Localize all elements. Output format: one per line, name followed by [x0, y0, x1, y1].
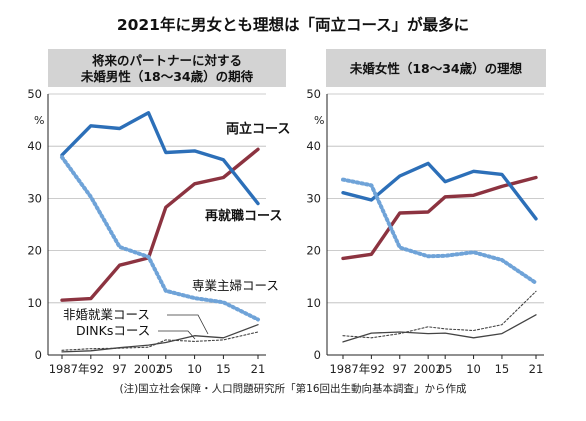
left-panel-title-line2: 未婚男性（18～34歳）の期待	[80, 69, 254, 84]
label-dinks: DINKsコース	[76, 323, 150, 338]
x-tick-label: 15	[216, 362, 231, 376]
x-tick-label: 10	[466, 362, 481, 376]
label-sengyo-shufu: 専業主婦コース	[192, 278, 279, 293]
series-line-dinks	[61, 331, 259, 351]
series-line-sengyo-shufu	[341, 177, 538, 285]
y-tick-label: 50	[306, 87, 321, 101]
x-tick-label: 21	[529, 362, 544, 376]
y-tick-label: 20	[27, 244, 42, 258]
y-tick-label: 40	[306, 139, 321, 153]
y-unit-label: %	[34, 114, 44, 127]
series-line-ryoritsu	[341, 175, 538, 261]
left-panel-header	[48, 49, 286, 87]
y-tick-label: 30	[306, 191, 321, 205]
series-line-hikon-shugyo	[342, 290, 537, 339]
x-tick-label: 05	[158, 362, 173, 376]
chart-title: 2021年に男女とも理想は「両立コース」が最多に	[117, 15, 469, 34]
right-panel-header	[326, 49, 546, 87]
y-tick-label: 10	[306, 296, 321, 310]
label-ryoritsu: 両立コース	[226, 121, 290, 137]
right-panel-title: 未婚女性（18～34歳）の理想	[349, 61, 523, 76]
series-line-ryoritsu	[60, 147, 260, 302]
y-tick-label: 10	[27, 296, 42, 310]
x-tick-label: 2002	[414, 362, 443, 376]
label-saishushoku: 再就職コース	[205, 208, 282, 224]
y-tick-label: 0	[314, 348, 321, 362]
x-tick-label: 1987年92	[329, 362, 384, 376]
leader-dinks	[158, 330, 196, 340]
label-hikon-shugyo: 非婚就業コース	[63, 307, 150, 322]
series-line-dinks	[342, 314, 537, 343]
left-panel-title-line1: 将来のパートナーに対する	[92, 53, 242, 68]
x-tick-label: 2002	[134, 362, 163, 376]
leader-hikon	[167, 314, 209, 335]
y-tick-label: 20	[306, 244, 321, 258]
y-unit-label: %	[314, 114, 324, 127]
x-tick-label: 97	[392, 362, 407, 376]
x-tick-label: 10	[187, 362, 202, 376]
x-tick-label: 21	[251, 362, 266, 376]
x-tick-label: 05	[438, 362, 453, 376]
y-tick-label: 30	[27, 191, 42, 205]
series-line-sengyo-shufu	[60, 155, 260, 322]
source-note: (注)国立社会保障・人口問題研究所「第16回出生動向基本調査」から作成	[119, 382, 467, 395]
x-tick-label: 15	[495, 362, 510, 376]
series-line-saishushoku	[60, 111, 260, 206]
x-tick-label: 97	[112, 362, 127, 376]
y-tick-label: 40	[27, 139, 42, 153]
x-tick-label: 1987年92	[49, 362, 104, 376]
y-tick-label: 50	[27, 87, 42, 101]
y-tick-label: 0	[35, 348, 42, 362]
